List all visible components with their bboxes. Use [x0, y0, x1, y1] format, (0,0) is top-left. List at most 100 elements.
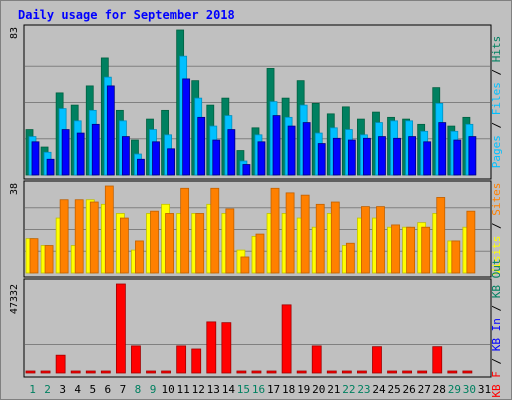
x-tick-label-day-4: 4: [74, 383, 81, 396]
bar-hits-pages-day-24: [378, 136, 386, 176]
bar-visits-sites-day-30: [466, 210, 476, 274]
bar-hits-pages-day-16: [257, 141, 266, 176]
bar-visits-sites-day-11: [180, 187, 190, 274]
x-tick-label-day-2: 2: [44, 383, 51, 396]
bar-visits-sites-day-22: [345, 242, 355, 274]
bar-kbytes-kb-f-day-17: [266, 370, 277, 374]
bar-hits-pages-day-3: [61, 129, 70, 176]
bar-kbytes-kb-f-day-5: [85, 370, 96, 374]
side-legend-kbytes: KB F / KB In / KB Out: [490, 258, 503, 397]
bar-hits-pages-day-21: [332, 137, 341, 176]
bar-visits-sites-day-19: [300, 194, 310, 274]
bar-kbytes-kb-f-day-7: [115, 283, 126, 374]
bar-hits-pages-day-12: [197, 116, 206, 176]
x-tick-label-day-30: 30: [463, 383, 476, 396]
bar-hits-pages-day-18: [287, 125, 296, 176]
side-legend-part: /: [490, 298, 503, 311]
bar-hits-pages-day-10: [167, 148, 175, 176]
bar-kbytes-kb-f-day-12: [191, 348, 202, 374]
bar-visits-sites-day-16: [255, 233, 265, 274]
chart-title: Daily usage for September 2018: [18, 8, 235, 22]
bar-kbytes-kb-f-day-14: [221, 322, 232, 374]
bar-kbytes-kb-f-day-2: [40, 370, 51, 374]
bar-kbytes-kb-f-day-6: [100, 370, 111, 374]
x-tick-label-day-27: 27: [418, 383, 431, 396]
bar-visits-sites-day-7: [119, 217, 129, 274]
x-tick-label-day-1: 1: [29, 383, 36, 396]
side-legend-part: Hits: [490, 36, 503, 63]
x-tick-label-day-10: 10: [161, 383, 174, 396]
bar-visits-sites-day-10: [165, 213, 174, 274]
side-legend-part: F: [490, 364, 503, 377]
x-tick-label-day-28: 28: [433, 383, 446, 396]
bar-kbytes-kb-f-day-1: [25, 370, 36, 374]
bar-kbytes-kb-f-day-10: [161, 370, 171, 374]
bar-hits-pages-day-23: [363, 137, 371, 176]
x-tick-label-day-17: 17: [267, 383, 280, 396]
bar-kbytes-kb-f-day-27: [417, 370, 428, 374]
bar-visits-sites-day-27: [421, 226, 431, 274]
bar-kbytes-kb-f-day-29: [447, 370, 458, 374]
x-tick-label-day-13: 13: [207, 383, 220, 396]
bar-kbytes-kb-f-day-22: [341, 370, 352, 374]
side-legend-part: KB: [490, 331, 503, 351]
bar-hits-pages-day-1: [31, 141, 40, 176]
bar-kbytes-kb-f-day-23: [357, 370, 367, 374]
plot-frame-kbytes: [23, 278, 492, 378]
bar-hits-pages-day-22: [347, 139, 356, 176]
bar-hits-pages-day-4: [76, 132, 85, 176]
side-legend-part: /: [490, 115, 503, 128]
bar-visits-sites-day-2: [44, 245, 54, 274]
bar-kbytes-kb-f-day-28: [432, 346, 443, 374]
side-legend-part: /: [490, 351, 503, 364]
side-legend-part: /: [490, 62, 503, 75]
side-legend-part: /: [490, 216, 503, 229]
side-legend-part: KB: [490, 378, 503, 398]
bar-kbytes-kb-f-day-9: [146, 370, 156, 374]
bar-visits-sites-day-1: [29, 238, 39, 274]
bar-kbytes-kb-f-day-26: [402, 370, 413, 374]
bar-visits-sites-day-24: [376, 206, 385, 274]
bar-visits-sites-day-13: [210, 187, 220, 274]
bar-visits-sites-day-23: [361, 206, 370, 274]
bar-visits-sites-day-17: [270, 187, 280, 274]
bar-kbytes-kb-f-day-30: [462, 370, 473, 374]
x-tick-label-day-21: 21: [327, 383, 340, 396]
side-legend-part: Sites: [490, 183, 503, 216]
side-legend-part: Out: [490, 258, 503, 278]
bar-hits-pages-day-19: [302, 122, 311, 176]
bar-visits-sites-day-21: [330, 201, 340, 274]
x-tick-label-day-3: 3: [59, 383, 66, 396]
x-tick-label-day-25: 25: [387, 383, 400, 396]
bar-hits-pages-day-17: [272, 115, 281, 176]
y-max-label-kbytes: 47332: [9, 284, 20, 314]
side-legend-part: In: [490, 311, 503, 331]
x-tick-label-day-18: 18: [282, 383, 295, 396]
bar-kbytes-kb-f-day-21: [326, 370, 337, 374]
bar-hits-pages-day-6: [106, 85, 115, 176]
bar-hits-pages-day-11: [182, 78, 191, 176]
bar-visits-sites-day-15: [240, 256, 250, 274]
bar-visits-sites-day-18: [285, 192, 295, 274]
x-tick-label-day-31: 31: [478, 383, 491, 396]
bar-visits-sites-day-6: [104, 185, 114, 274]
side-legend-visits: Visits / Sites: [490, 183, 503, 276]
bar-visits-sites-day-4: [74, 199, 84, 274]
bar-visits-sites-day-29: [451, 240, 461, 274]
bar-hits-pages-day-2: [46, 158, 55, 176]
side-legend-part: Visits: [490, 229, 503, 275]
x-tick-label-day-12: 12: [192, 383, 205, 396]
x-tick-label-day-19: 19: [297, 383, 310, 396]
bar-hits-pages-day-8: [137, 158, 145, 176]
bar-hits-pages-day-9: [152, 141, 160, 176]
bar-hits-pages-day-13: [212, 139, 221, 176]
x-tick-label-day-22: 22: [342, 383, 355, 396]
bar-visits-sites-day-26: [406, 226, 416, 274]
side-legend-part: Files: [490, 76, 503, 116]
x-tick-label-day-11: 11: [177, 383, 190, 396]
y-max-label-hits: 83: [9, 27, 20, 39]
bar-hits-pages-day-14: [227, 129, 236, 176]
bar-kbytes-kb-f-day-13: [206, 321, 217, 374]
bar-kbytes-kb-f-day-18: [281, 304, 292, 374]
bar-visits-sites-day-20: [315, 203, 325, 274]
